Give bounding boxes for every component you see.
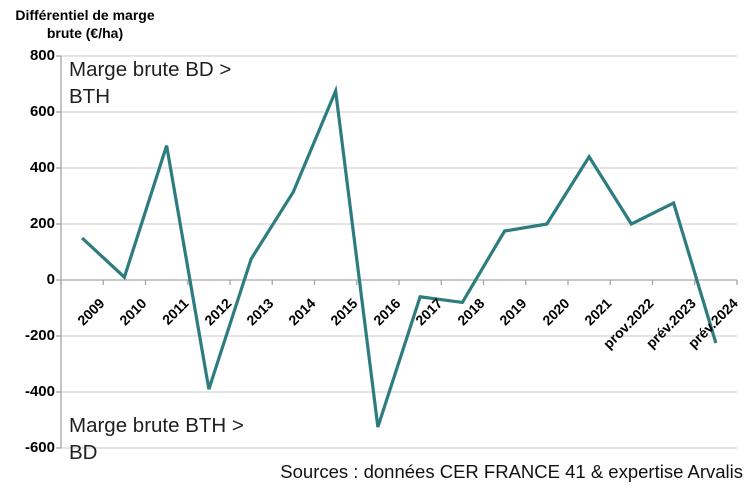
y-axis-label: -400: [24, 383, 55, 400]
y-axis-label: 600: [29, 103, 55, 120]
y-axis-label: 200: [29, 215, 55, 232]
y-axis-label: 0: [46, 271, 55, 288]
annotation-top: Marge brute BD > BTH: [69, 58, 232, 108]
y-axis-label: -600: [24, 439, 55, 456]
source-caption: Sources : données CER FRANCE 41 & expert…: [280, 461, 743, 482]
annotation-bottom: Marge brute BTH > BD: [69, 414, 244, 464]
y-axis-label: 800: [29, 47, 55, 64]
y-axis-label: -200: [24, 327, 55, 344]
chart-axis-title: Différentiel de marge brute (€/ha): [15, 7, 155, 41]
y-axis-label: 400: [29, 159, 55, 176]
data-line-series: [81, 84, 718, 428]
